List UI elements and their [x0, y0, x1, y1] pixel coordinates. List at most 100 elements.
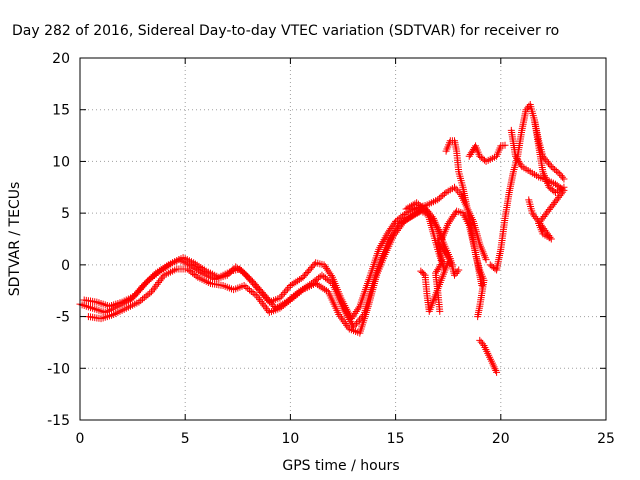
y-axis-label: SDTVAR / TECUs	[7, 182, 23, 297]
data-point	[285, 283, 293, 291]
data-point	[353, 319, 361, 327]
data-point	[493, 368, 501, 376]
data-point	[276, 304, 284, 312]
data-point	[154, 269, 162, 277]
data-point	[244, 273, 252, 281]
data-point	[277, 292, 285, 300]
data-point	[297, 287, 305, 295]
data-point	[139, 295, 147, 303]
data-point	[249, 289, 257, 297]
data-point	[354, 318, 362, 326]
data-point	[326, 270, 334, 278]
data-point	[351, 309, 359, 317]
data-point	[445, 218, 453, 226]
data-point	[183, 265, 191, 273]
data-point	[444, 219, 452, 227]
data-point	[266, 297, 274, 305]
data-point	[290, 293, 298, 301]
data-point	[267, 299, 275, 307]
data-point	[283, 285, 291, 293]
data-point	[140, 294, 148, 302]
data-point	[335, 311, 343, 319]
data-point	[281, 300, 289, 308]
data-point	[295, 289, 303, 297]
data-point	[339, 316, 347, 324]
data-point	[433, 267, 441, 275]
data-point	[321, 263, 329, 271]
data-point	[294, 290, 302, 298]
data-point	[324, 266, 332, 274]
data-point	[414, 200, 422, 208]
data-point	[551, 165, 559, 173]
data-point	[325, 268, 333, 276]
data-point	[411, 210, 419, 218]
data-point	[547, 163, 555, 171]
data-point	[440, 190, 448, 198]
data-point	[187, 268, 195, 276]
data-point	[327, 271, 335, 279]
y-tick-label-6: 15	[52, 103, 70, 119]
data-point	[197, 264, 205, 272]
data-point	[407, 202, 415, 210]
data-point	[340, 318, 348, 326]
x-tick-label-2: 10	[281, 431, 299, 447]
data-point	[451, 183, 459, 191]
data-point	[341, 320, 349, 328]
data-point	[416, 202, 424, 210]
data-point	[439, 191, 447, 199]
data-point	[450, 211, 458, 219]
data-point	[406, 203, 414, 211]
data-point	[143, 277, 151, 285]
data-point	[158, 266, 166, 274]
data-point	[185, 266, 193, 274]
data-point	[167, 260, 175, 268]
data-point	[144, 291, 152, 299]
data-point	[352, 308, 360, 316]
data-point	[414, 208, 422, 216]
data-point	[351, 321, 359, 329]
x-tick-label-4: 20	[492, 431, 510, 447]
data-point	[440, 266, 448, 274]
x-tick-label-0: 0	[76, 431, 85, 447]
data-point	[279, 290, 287, 298]
data-point	[552, 167, 560, 175]
data-point	[517, 161, 525, 169]
data-point	[283, 299, 291, 307]
data-point	[409, 211, 417, 219]
data-point	[318, 271, 326, 279]
data-point	[261, 292, 269, 300]
data-point	[448, 214, 456, 222]
series-track-2	[80, 207, 486, 331]
data-point	[285, 297, 293, 305]
data-point	[323, 275, 331, 283]
data-point	[245, 274, 253, 282]
data-point	[413, 199, 421, 207]
data-point	[260, 290, 268, 298]
plot-frame	[79, 57, 607, 421]
data-point	[135, 298, 143, 306]
data-point	[193, 261, 201, 269]
data-point	[479, 340, 487, 348]
data-point	[356, 316, 364, 324]
data-point	[142, 292, 150, 300]
data-point	[239, 268, 247, 276]
data-point	[554, 168, 562, 176]
data-point	[395, 215, 403, 223]
data-point	[282, 287, 290, 295]
data-point	[525, 196, 533, 204]
data-point	[452, 185, 460, 193]
data-point	[237, 267, 245, 275]
data-point	[437, 193, 445, 201]
data-point	[320, 273, 328, 281]
data-point	[400, 217, 408, 225]
data-point	[240, 282, 248, 290]
data-point	[288, 295, 296, 303]
data-point	[420, 204, 428, 212]
data-point	[404, 215, 412, 223]
x-tick-label-5: 25	[597, 431, 615, 447]
x-axis-label: GPS time / hours	[282, 458, 399, 474]
data-point	[292, 278, 300, 286]
data-point	[137, 297, 145, 305]
x-tick-label-3: 15	[387, 431, 405, 447]
y-tick-label-2: -5	[56, 310, 70, 326]
